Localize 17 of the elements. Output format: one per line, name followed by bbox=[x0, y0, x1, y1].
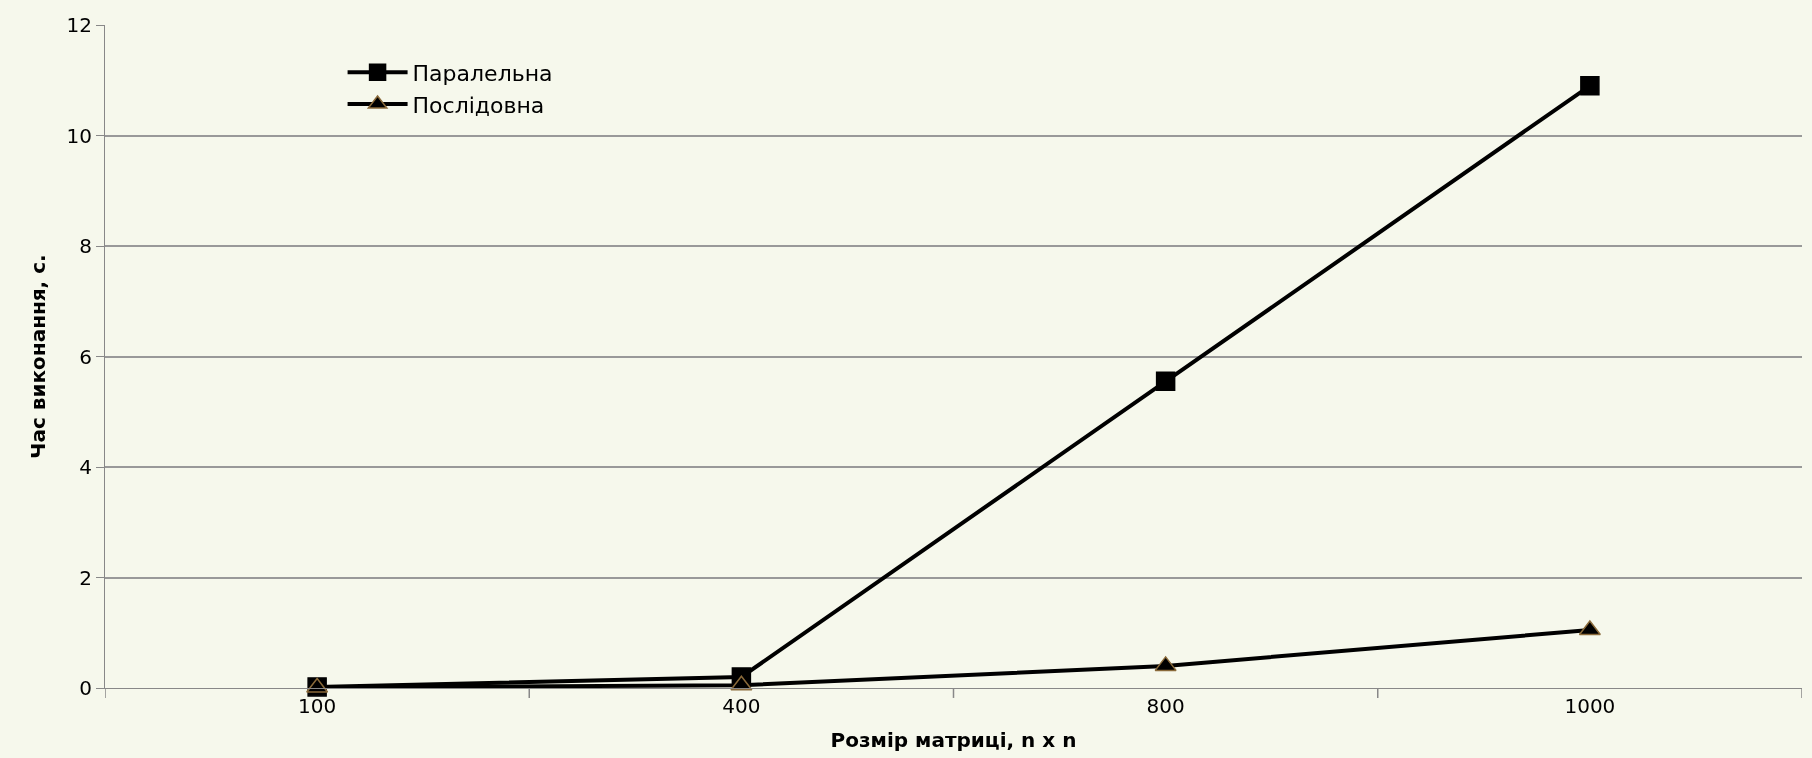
y-tick-label: 6 bbox=[79, 344, 92, 369]
x-tick-label: 100 bbox=[298, 694, 337, 718]
x-axis-title: Розмір матриці, n x n bbox=[830, 727, 1077, 752]
y-tick-label: 8 bbox=[79, 234, 92, 258]
y-tick-label: 10 bbox=[66, 123, 92, 148]
legend-label: Паралельна bbox=[412, 60, 553, 86]
point bbox=[1580, 76, 1600, 96]
y-axis-title: Час виконання, с. bbox=[26, 254, 51, 459]
y-tick-label: 4 bbox=[79, 455, 92, 479]
x-tick-label: 1000 bbox=[1564, 694, 1616, 718]
y-tick-label: 12 bbox=[66, 13, 92, 37]
x-tick-label: 800 bbox=[1146, 694, 1185, 718]
legend-label: Послідовна bbox=[412, 92, 545, 118]
x-tick-label: 400 bbox=[722, 694, 761, 718]
y-tick-label: 0 bbox=[79, 676, 92, 700]
y-tick-label: 2 bbox=[79, 565, 92, 590]
point bbox=[1155, 371, 1176, 392]
